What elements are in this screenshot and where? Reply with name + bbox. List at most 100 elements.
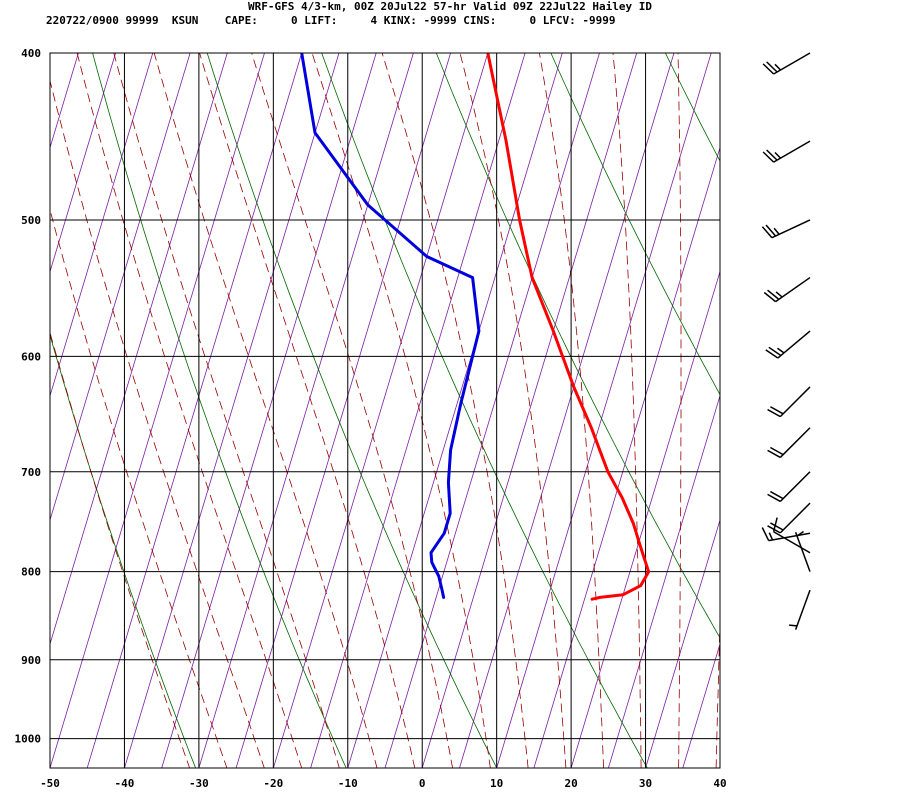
x-tick-label: -10 — [338, 777, 358, 790]
barb-flag — [767, 289, 780, 300]
barb-flag — [762, 63, 775, 75]
x-tick-label: -30 — [189, 777, 209, 790]
barb-flag — [768, 346, 782, 357]
isotherm-line — [235, 53, 451, 768]
barb-shaft — [773, 531, 811, 554]
wind-barb — [762, 52, 811, 75]
dry-adiabat-line — [550, 53, 720, 396]
barb-half-flag — [775, 291, 783, 298]
barb-half-flag — [789, 624, 798, 627]
barb-flag — [770, 490, 784, 500]
moist-adiabat-line — [311, 53, 491, 768]
barb-shaft — [794, 531, 811, 572]
x-tick-label: 20 — [564, 777, 577, 790]
isotherm-line — [384, 53, 600, 768]
wind-barb — [789, 589, 811, 630]
axis-ticks: -50 -40 -30 -20 -10 0 10 20 30 40 400 500 600 700 800 9… — [15, 47, 727, 790]
moist-adiabat-line — [459, 53, 567, 768]
wind-barb — [767, 427, 811, 459]
wind-barb — [767, 386, 811, 418]
isotherm-line — [124, 53, 340, 768]
temperature-line — [486, 53, 651, 601]
barb-shaft — [777, 330, 811, 359]
barb-shaft — [773, 140, 811, 163]
moist-adiabat-line — [199, 53, 416, 768]
barb-shaft — [779, 427, 811, 458]
wind-barbs — [761, 52, 811, 630]
barb-half-flag — [796, 530, 804, 537]
isotherm-line — [421, 53, 638, 768]
isotherm-line — [645, 518, 720, 768]
barb-shaft — [768, 532, 811, 542]
isotherm-line — [753, 15, 900, 783]
isotherm-line — [50, 53, 116, 274]
wind-barb — [767, 471, 811, 503]
x-tick-label: 30 — [639, 777, 652, 790]
isotherm-line — [0, 15, 53, 783]
y-tick-label: 700 — [21, 466, 41, 479]
wind-barb — [762, 140, 811, 163]
barb-shaft — [779, 386, 811, 418]
isotherm-line — [86, 53, 303, 768]
barb-shaft — [771, 219, 811, 239]
dewpoint-line — [300, 53, 481, 599]
barb-flag — [765, 224, 777, 237]
wind-barb — [772, 517, 811, 554]
dry-adiabat-line — [664, 53, 720, 162]
isotherm-line — [0, 15, 16, 783]
wind-barb — [761, 527, 811, 542]
moist-adiabat-line — [50, 79, 265, 768]
x-tick-label: -40 — [115, 777, 135, 790]
moist-adiabat-line — [50, 331, 191, 768]
moist-adiabat-line — [153, 53, 378, 768]
isotherm-line — [347, 53, 563, 768]
dry-adiabat-line — [206, 53, 498, 768]
y-tick-label: 500 — [21, 214, 41, 227]
barb-shaft — [773, 52, 811, 75]
wind-barb — [763, 276, 811, 303]
wind-barb — [765, 330, 811, 359]
barb-half-flag — [774, 63, 782, 71]
moist-adiabat-line — [50, 208, 228, 768]
y-tick-label: 1000 — [15, 733, 42, 746]
barb-flag — [770, 406, 784, 415]
y-tick-label: 400 — [21, 47, 41, 60]
moist-adiabat-line — [715, 605, 720, 768]
barb-flag — [770, 446, 784, 456]
dry-adiabat-line — [873, 15, 900, 783]
dry-adiabat-line — [760, 15, 900, 783]
isotherm-line — [50, 53, 228, 646]
isotherm-line — [533, 146, 720, 768]
isotherm-line — [161, 53, 377, 768]
moist-adiabat-line — [677, 53, 682, 768]
isotherm-line — [310, 53, 526, 768]
wind-barb — [794, 530, 811, 572]
isotherm-line — [496, 53, 712, 768]
barb-flag — [770, 522, 784, 531]
barb-half-flag — [777, 347, 785, 354]
barb-flag — [767, 408, 781, 418]
barb-flag — [767, 449, 781, 459]
barb-shaft — [794, 589, 811, 630]
barb-half-flag — [768, 532, 774, 541]
isotherm-line — [50, 53, 191, 522]
grid — [49, 52, 721, 768]
isotherm-line — [50, 53, 265, 768]
series-layer — [300, 53, 651, 601]
dry-adiabat-line — [321, 53, 648, 768]
y-tick-label: 600 — [21, 350, 41, 363]
isotherm-line — [50, 53, 154, 398]
isotherm-line — [682, 642, 720, 768]
isotherm-line — [272, 53, 489, 768]
isotherm-line — [719, 766, 720, 768]
isotherm-line — [607, 394, 720, 768]
wind-barb — [761, 219, 811, 239]
dry-adiabat-line — [92, 53, 347, 768]
moist-adiabat-line — [76, 53, 303, 768]
y-tick-label: 900 — [21, 654, 41, 667]
barb-half-flag — [773, 227, 780, 235]
barb-shaft — [779, 502, 811, 534]
x-tick-label: -20 — [263, 777, 283, 790]
barb-flag — [762, 151, 775, 163]
